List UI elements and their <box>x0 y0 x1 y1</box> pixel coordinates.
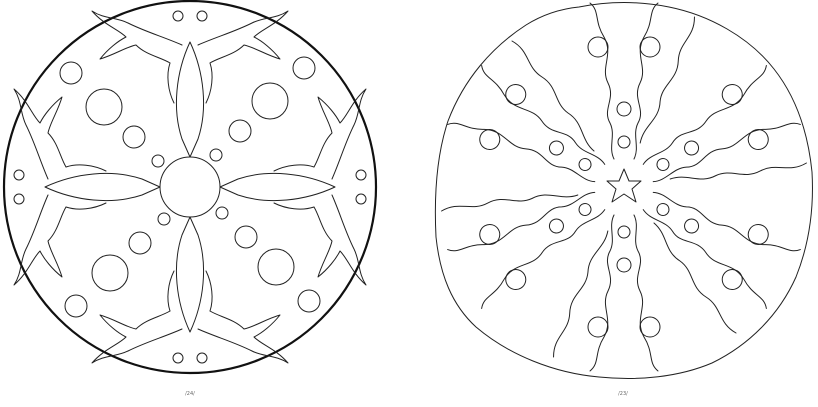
mandala-right-spoke-4 <box>587 214 737 372</box>
mandala-right-spoke-6 <box>408 63 619 271</box>
mandala-left-outer-circle <box>2 0 378 375</box>
mandala-right-spoke-5 <box>446 169 657 377</box>
mandala-left-quadrant-right <box>209 56 367 286</box>
mandala-left-quadrant-left <box>13 88 171 318</box>
mandala-left-quadrant-top <box>59 10 289 168</box>
mandala-right-center-star <box>606 168 642 203</box>
mandala-right <box>408 0 818 379</box>
mandala-right-outer-edge <box>434 2 813 379</box>
mandala-left-quadrant-bottom <box>91 206 321 364</box>
mandala-left <box>2 0 378 375</box>
page-number-left: /24/ <box>185 391 195 397</box>
page-number-right: /23/ <box>618 391 628 397</box>
mandala-left-center-circle <box>159 156 221 218</box>
mandala-right-spoke-1 <box>511 2 661 160</box>
mandala-right-spoke-3 <box>629 103 818 311</box>
